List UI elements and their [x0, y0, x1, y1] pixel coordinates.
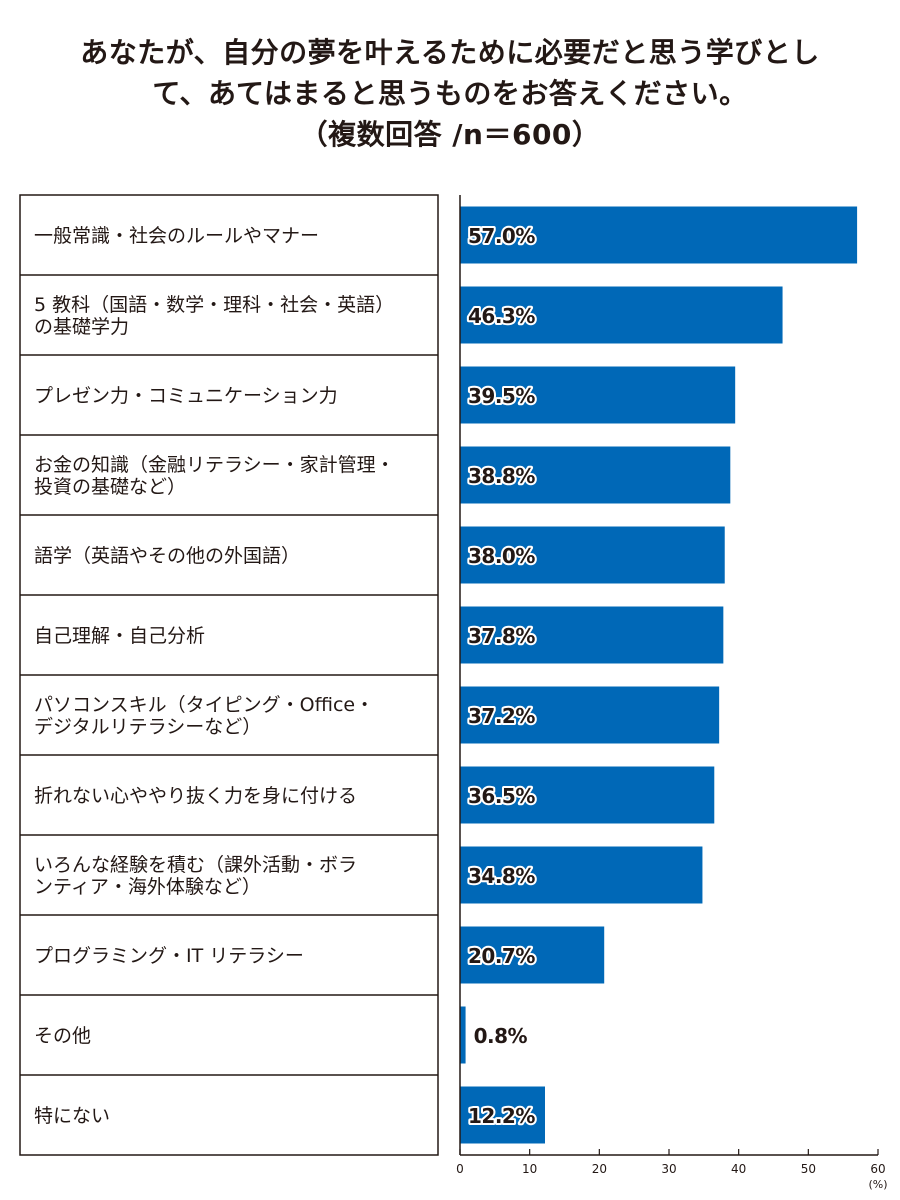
- category-label: デジタルリテラシーなど）: [34, 716, 261, 738]
- bar: [460, 686, 720, 744]
- value-label: 38.8%: [468, 464, 535, 488]
- x-tick-label: 20: [592, 1162, 607, 1176]
- category-label: 投資の基礎など）: [34, 476, 186, 498]
- category-label: 5 教科（国語・数学・理科・社会・英語）: [34, 294, 394, 316]
- value-label: 37.8%: [468, 624, 535, 648]
- category-label: プレゼン力・コミュニケーション力: [34, 385, 338, 407]
- bar: [460, 606, 724, 664]
- bar: [460, 846, 703, 904]
- bar: [460, 526, 725, 584]
- chart-title: あなたが、自分の夢を叶えるために必要だと思う学びとし て、あてはまると思うものを…: [40, 32, 860, 155]
- category-label: お金の知識（金融リテラシー・家計管理・: [34, 454, 395, 476]
- bar: [460, 446, 731, 504]
- category-label: 特にない: [34, 1105, 110, 1127]
- bar: [460, 1006, 466, 1064]
- x-tick-label: 10: [522, 1162, 537, 1176]
- value-label: 38.0%: [468, 544, 535, 568]
- category-label: いろんな経験を積む（課外活動・ボラ: [34, 854, 357, 876]
- value-label: 36.5%: [468, 784, 535, 808]
- category-label: 語学（英語やその他の外国語）: [34, 545, 300, 567]
- category-label: プログラミング・IT リテラシー: [34, 945, 304, 967]
- bar: [460, 206, 858, 264]
- category-label: 自己理解・自己分析: [34, 625, 205, 647]
- x-axis-unit: (%): [868, 1178, 887, 1191]
- bar: [460, 286, 783, 344]
- value-label: 46.3%: [468, 304, 535, 328]
- x-tick-label: 30: [661, 1162, 676, 1176]
- category-label: の基礎学力: [34, 316, 129, 338]
- value-label: 37.2%: [468, 704, 535, 728]
- value-label: 34.8%: [468, 864, 535, 888]
- category-label: その他: [34, 1025, 91, 1047]
- bar: [460, 1086, 545, 1144]
- x-tick-label: 0: [456, 1162, 464, 1176]
- category-label: パソコンスキル（タイピング・Office・: [34, 694, 374, 716]
- bar: [460, 366, 736, 424]
- value-label: 57.0%: [468, 224, 535, 248]
- bar: [460, 926, 605, 984]
- value-label: 20.7%: [468, 944, 535, 968]
- chart-title-line-1: あなたが、自分の夢を叶えるために必要だと思う学びとし: [80, 36, 820, 69]
- bar: [460, 766, 715, 824]
- category-label: 一般常識・社会のルールやマナー: [34, 225, 319, 247]
- value-label: 39.5%: [468, 384, 535, 408]
- value-label: 0.8%: [474, 1024, 528, 1048]
- value-label: 12.2%: [468, 1104, 535, 1128]
- x-tick-label: 50: [801, 1162, 816, 1176]
- category-label: ンティア・海外体験など）: [34, 876, 261, 898]
- chart-title-line-3: （複数回答 /n＝600）: [299, 118, 601, 151]
- category-label: 折れない心ややり抜く力を身に付ける: [34, 785, 357, 807]
- x-tick-label: 60: [870, 1162, 885, 1176]
- x-tick-label: 40: [731, 1162, 746, 1176]
- chart-title-line-2: て、あてはまると思うものをお答えください。: [152, 77, 748, 110]
